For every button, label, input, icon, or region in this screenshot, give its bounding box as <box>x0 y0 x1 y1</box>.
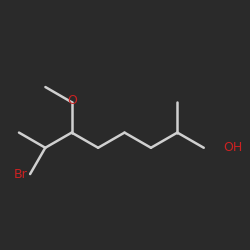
Text: OH: OH <box>224 141 243 154</box>
Text: O: O <box>67 94 77 107</box>
Text: Br: Br <box>13 168 27 180</box>
